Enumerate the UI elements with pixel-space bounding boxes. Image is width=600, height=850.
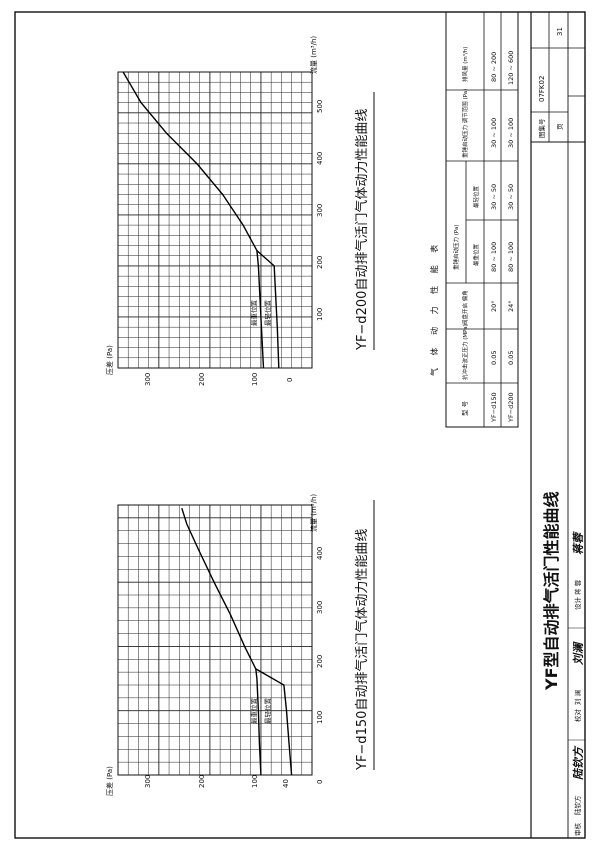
atlas-number: 07FK02 bbox=[538, 76, 546, 102]
x-tick-200-bottom: 200 bbox=[316, 655, 324, 668]
x-tick-100-top: 100 bbox=[316, 308, 324, 321]
series-line-lightest bbox=[256, 250, 280, 369]
x-tick-400-top: 400 bbox=[316, 152, 324, 165]
x-tick-400-bottom: 400 bbox=[316, 547, 324, 560]
cell-heaviest: 80 ~ 100 bbox=[507, 242, 515, 272]
y-tick-100-top: 100 bbox=[251, 373, 259, 386]
y-tick-0-bottom: 0 bbox=[316, 780, 324, 784]
cell-model: YF−d200 bbox=[507, 392, 515, 423]
x-tick-100-bottom: 100 bbox=[316, 711, 324, 724]
th-flow: 排风量 (m³/h) bbox=[461, 47, 469, 82]
check-signature: 刘澜 bbox=[572, 641, 585, 665]
series-line-heaviest bbox=[181, 507, 262, 776]
cell-pressure: 0.05 bbox=[490, 351, 498, 365]
y-tick-40-bottom: 40 bbox=[282, 779, 290, 788]
y-tick-300-top: 300 bbox=[144, 373, 152, 386]
th-angle: 阀盘开启 偏角 bbox=[461, 290, 469, 325]
x-tick-300-bottom: 300 bbox=[316, 601, 324, 614]
chart-title-bottom: YF−d150自动排气活门气体动力性能曲线 bbox=[354, 529, 370, 771]
check-label: 校对 bbox=[573, 709, 582, 723]
title-block: YF型自动排气活门性能曲线 图集号 07FK02 页 31 审核 陆钦方 陆钦方… bbox=[530, 12, 585, 838]
design-signature: 蒋蓉 bbox=[572, 531, 585, 555]
y-axis-label-bottom: 压差 (Pa) bbox=[105, 766, 114, 796]
performance-table: 气 体 动 力 性 能 表 型 号 抗冲击波正压力 (MPa) 阀盘开启 偏角 … bbox=[429, 11, 519, 428]
cell-angle: 24° bbox=[507, 300, 515, 312]
review-signature: 陆钦方 bbox=[572, 745, 585, 780]
y-tick-200-top: 200 bbox=[198, 373, 206, 386]
th-heaviest: 最重位置 bbox=[472, 243, 480, 266]
atlas-label: 图集号 bbox=[537, 118, 546, 138]
x-tick-500-top: 500 bbox=[316, 100, 324, 113]
th-lightest: 最轻位置 bbox=[472, 185, 480, 208]
y-tick-0-top: 0 bbox=[286, 378, 294, 382]
y-tick-300-bottom: 300 bbox=[144, 775, 152, 788]
plot-frame bbox=[117, 504, 313, 776]
cell-angle: 20° bbox=[490, 300, 498, 312]
cell-flow: 80 ~ 200 bbox=[490, 52, 498, 82]
curve-label-lightest-top: 最轻位置 bbox=[263, 300, 272, 327]
design-label: 设计 bbox=[573, 597, 582, 611]
cell-lightest: 30 ~ 50 bbox=[507, 184, 515, 210]
x-tick-300-top: 300 bbox=[316, 204, 324, 217]
check-name: 刘 澜 bbox=[573, 690, 582, 705]
cell-lightest: 30 ~ 50 bbox=[490, 184, 498, 210]
x-axis-label-top: 流量 (m³/h) bbox=[309, 36, 318, 74]
cell-flow: 120 ~ 600 bbox=[507, 51, 515, 85]
page-number: 31 bbox=[556, 27, 564, 36]
plot-frame bbox=[117, 71, 313, 369]
chart-d200-plot: 压差 (Pa) 流量 (m³/h) 300 200 100 0 100 200 … bbox=[105, 36, 375, 386]
cell-pressure: 0.05 bbox=[507, 351, 515, 365]
series-line-lightest bbox=[255, 668, 293, 776]
review-name: 陆钦方 bbox=[573, 795, 582, 815]
cell-model: YF−d150 bbox=[490, 392, 498, 423]
x-axis-label-bottom: 流量 (m³/h) bbox=[309, 494, 318, 532]
th-range: 重锤启动压力 调节范围 (Pa) bbox=[461, 89, 469, 158]
drawing-title: YF型自动排气活门性能曲线 bbox=[542, 491, 561, 691]
chart-d150-plot: 压差 (Pa) 流量 (m³/h) 300 200 100 40 0 100 2… bbox=[105, 494, 375, 796]
page-label: 页 bbox=[556, 123, 564, 130]
curve-label-lightest-bottom: 最轻位置 bbox=[263, 698, 272, 725]
review-label: 审核 bbox=[573, 823, 582, 837]
table-frame bbox=[445, 11, 519, 428]
design-name: 蒋 蓉 bbox=[573, 579, 582, 595]
y-tick-100-bottom: 100 bbox=[251, 775, 259, 788]
th-model: 型 号 bbox=[460, 400, 469, 416]
table-caption: 气 体 动 力 性 能 表 bbox=[429, 240, 439, 376]
cell-range: 30 ~ 100 bbox=[507, 118, 515, 148]
th-pressure: 抗冲击波正压力 (MPa) bbox=[461, 324, 469, 380]
cell-heaviest: 80 ~ 100 bbox=[490, 242, 498, 272]
curve-label-heaviest-bottom: 最重位置 bbox=[249, 698, 258, 725]
th-heavy-group: 重锤启动压力 (Pa) bbox=[452, 225, 460, 270]
series-line-heaviest bbox=[122, 71, 265, 369]
x-tick-200-top: 200 bbox=[316, 256, 324, 269]
plot-area bbox=[117, 504, 313, 776]
y-tick-200-bottom: 200 bbox=[198, 775, 206, 788]
y-axis-label-top: 压差 (Pa) bbox=[105, 345, 114, 375]
cell-range: 30 ~ 100 bbox=[490, 118, 498, 148]
plot-area bbox=[117, 71, 313, 369]
curve-label-heaviest-top: 最重位置 bbox=[249, 300, 258, 327]
sheet-border bbox=[14, 11, 586, 839]
chart-title-top: YF−d200自动排气活门气体动力性能曲线 bbox=[354, 109, 370, 351]
